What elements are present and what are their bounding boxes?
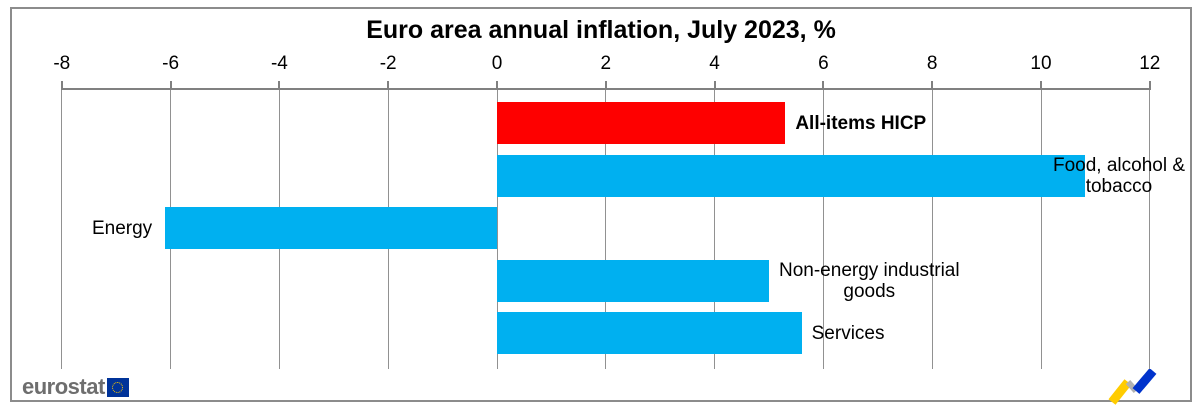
x-tick-mark: [169, 81, 172, 90]
inflation-bar: [497, 102, 786, 144]
x-gridline: [931, 88, 933, 369]
category-label: Services: [811, 322, 885, 344]
category-label: All-items HICP: [795, 112, 927, 134]
x-tick-mark: [1148, 81, 1151, 90]
x-tick-label: -2: [379, 53, 397, 74]
x-gridline: [61, 88, 63, 369]
inflation-bar: [497, 312, 802, 354]
x-axis-line: [61, 88, 1150, 90]
inflation-bar: [497, 259, 769, 302]
x-gridline: [822, 88, 824, 369]
eurostat-logo-text: eurostat: [22, 374, 105, 399]
x-gridline: [605, 88, 607, 369]
category-label: Food, alcohol & tobacco: [1052, 154, 1185, 197]
inflation-bar: [165, 207, 497, 249]
x-tick-mark: [713, 81, 716, 90]
x-gridline: [714, 88, 716, 369]
x-tick-label: 0: [491, 53, 503, 74]
chart-title: Euro area annual inflation, July 2023, %: [366, 16, 836, 44]
x-tick-label: -8: [53, 53, 71, 74]
x-tick-label: 2: [600, 53, 612, 74]
x-gridline: [496, 88, 498, 369]
chart-frame: Euro area annual inflation, July 2023, %…: [10, 7, 1192, 405]
x-tick-mark: [604, 81, 607, 90]
category-label: Non-energy industrial goods: [779, 259, 960, 302]
x-tick-mark: [931, 81, 934, 90]
x-tick-mark: [1040, 81, 1042, 90]
x-tick-label: -6: [162, 53, 180, 74]
x-tick-mark: [278, 81, 281, 90]
category-label: Energy: [91, 217, 153, 239]
x-tick-label: -4: [270, 53, 288, 74]
inflation-bar: [497, 154, 1085, 197]
x-tick-label: 4: [709, 53, 720, 74]
x-tick-mark: [496, 81, 498, 90]
x-tick-label: 6: [818, 53, 829, 74]
eu-flag-icon: [106, 377, 129, 397]
x-tick-mark: [822, 81, 825, 90]
eurostat-logo: eurostat: [22, 374, 129, 400]
x-tick-label: 12: [1139, 53, 1161, 74]
x-gridline: [1040, 88, 1042, 369]
x-tick-mark: [60, 81, 63, 90]
x-gridline: [1149, 88, 1151, 369]
trend-arrow-icon: [1108, 369, 1157, 405]
x-tick-label: 8: [926, 53, 938, 74]
x-tick-label: 10: [1030, 53, 1052, 74]
x-tick-mark: [387, 81, 390, 90]
